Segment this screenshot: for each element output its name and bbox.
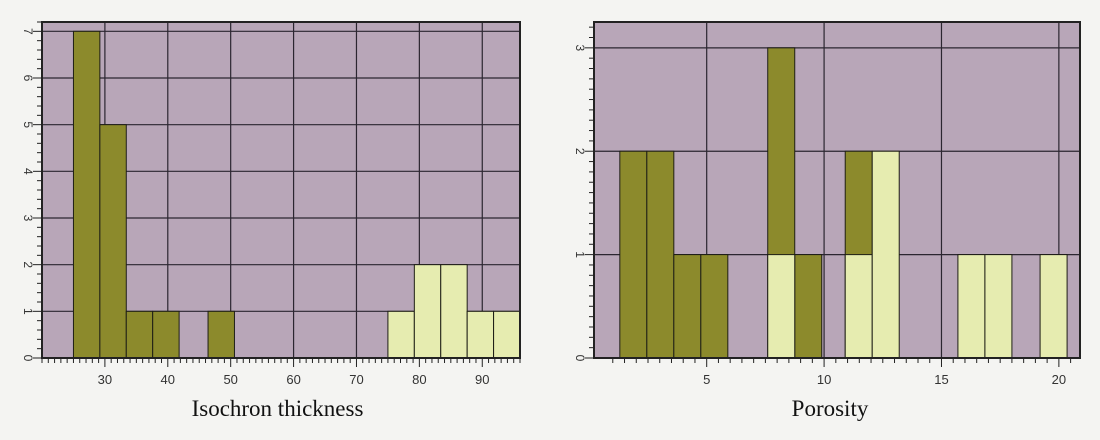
bar-dark — [72, 30, 101, 359]
x-tick-label: 15 — [934, 372, 948, 387]
x-tick-label: 20 — [1052, 372, 1066, 387]
y-tick-label: 2 — [21, 261, 35, 268]
x-tick-label: 50 — [223, 372, 237, 387]
bar-dark — [99, 124, 127, 359]
plot-frame — [593, 21, 1081, 359]
x-tick-label: 90 — [475, 372, 489, 387]
y-tick-label: 0 — [21, 355, 35, 362]
bar-light — [984, 254, 1013, 359]
porosity-caption: Porosity — [791, 396, 869, 421]
x-tick-label: 80 — [412, 372, 426, 387]
y-tick-label: 2 — [573, 148, 587, 155]
y-tick-label: 5 — [21, 121, 35, 128]
y-tick-label: 3 — [573, 45, 587, 52]
bar-dark — [673, 254, 702, 359]
y-tick-label: 1 — [21, 308, 35, 315]
x-tick-label: 60 — [286, 372, 300, 387]
x-tick-label: 40 — [161, 372, 175, 387]
bar-light — [957, 254, 986, 359]
x-tick-label: 10 — [817, 372, 831, 387]
isochron-thickness-histogram: 30 40 50 60 70 80 90 0 1 2 3 4 5 6 7 Isochron thicknes… — [0, 0, 545, 440]
bar-light — [871, 150, 900, 359]
isochron-thickness-plot: 30 40 50 60 70 80 90 0 1 2 3 4 5 6 7 — [21, 21, 521, 387]
bar-dark — [794, 254, 823, 359]
y-tick-label: 1 — [573, 251, 587, 258]
bar-light — [767, 254, 796, 359]
x-tick-label: 30 — [98, 372, 112, 387]
porosity-histogram: 5 10 15 20 0 1 2 3 Porosity — [560, 0, 1100, 440]
x-tick-label: 5 — [703, 372, 710, 387]
bar-light — [1039, 254, 1068, 359]
isochron-thickness-caption: Isochron thickness — [191, 396, 364, 421]
bar-light — [493, 310, 521, 359]
x-tick-label: 70 — [349, 372, 363, 387]
bar-dark — [125, 310, 154, 359]
bar-light — [387, 310, 415, 359]
bar-dark — [646, 150, 675, 359]
bar-light — [413, 264, 442, 359]
bar-dark — [152, 310, 180, 359]
porosity-plot: 5 10 15 20 0 1 2 3 — [573, 21, 1081, 387]
bar-dark — [700, 254, 729, 359]
y-tick-label: 0 — [573, 355, 587, 362]
bar-dark — [207, 310, 235, 359]
bar-light — [466, 310, 495, 359]
bar-light — [844, 254, 873, 359]
bar-dark — [619, 150, 648, 359]
bar-light — [440, 264, 468, 359]
y-tick-label: 3 — [21, 215, 35, 222]
y-tick-label: 6 — [21, 75, 35, 82]
y-tick-label: 7 — [21, 28, 35, 35]
y-tick-label: 4 — [21, 168, 35, 175]
